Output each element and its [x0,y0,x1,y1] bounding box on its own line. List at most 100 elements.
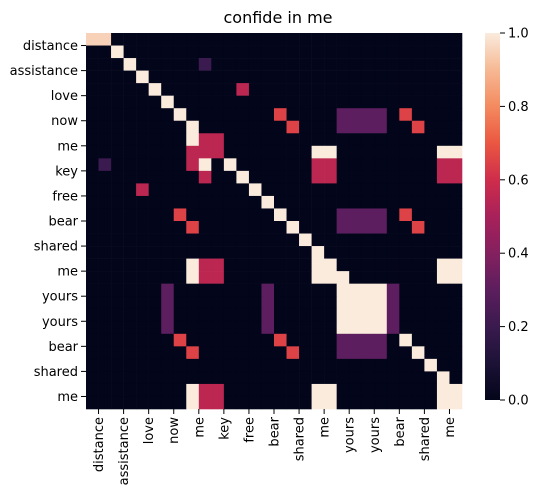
heatmap-cell [123,33,137,46]
heatmap-cell [449,83,463,96]
heatmap-cell [223,170,237,184]
heatmap-cell [286,120,300,134]
heatmap-cell [111,333,124,347]
heatmap-cell [399,70,413,84]
heatmap-cell [186,258,200,272]
heatmap-cell [111,246,124,259]
heatmap-cell [336,33,350,46]
y-tick-label: bear [48,215,78,230]
heatmap-cell [324,33,337,46]
y-tick-label: shared [34,240,78,255]
heatmap-cell [336,95,350,109]
heatmap-cell [98,183,112,197]
heatmap-cell [349,120,363,134]
heatmap-cell [349,133,363,147]
heatmap-cell [336,120,350,134]
heatmap-cell [161,208,175,222]
heatmap-cell [186,158,200,172]
heatmap-cell [98,208,112,222]
heatmap-cell [173,271,187,284]
heatmap-cell [436,271,450,284]
heatmap-cell [399,396,413,410]
heatmap-cell [261,283,275,297]
heatmap-cell [361,145,375,159]
heatmap-cell [311,83,325,96]
heatmap-cell [286,145,300,159]
heatmap-cell [299,258,312,272]
heatmap-cell [386,321,400,335]
heatmap-cell [411,233,425,247]
heatmap-cell [173,258,187,272]
y-tick-label: shared [34,365,78,380]
heatmap-cell [223,108,237,122]
y-tick-label: yours [42,290,78,305]
heatmap-cell [311,120,325,134]
heatmap-cell [211,308,225,322]
colorbar-gradient [485,33,500,400]
heatmap-cell [186,33,200,46]
heatmap-cell [324,283,337,297]
heatmap-cell [261,158,275,172]
heatmap-cell [161,396,175,410]
heatmap-cell [349,195,363,209]
heatmap-cell [374,120,388,134]
heatmap-cell [261,233,275,247]
colorbar-tick-label: 0.4 [508,247,529,262]
heatmap-cell [123,233,137,247]
heatmap-cell [436,83,450,96]
heatmap-cell [98,133,112,147]
heatmap-cell [211,396,225,410]
heatmap-cell [299,183,312,197]
heatmap-cell [299,170,312,184]
heatmap-cell [148,246,162,259]
heatmap-cell [324,133,337,147]
heatmap-cell [274,258,287,272]
heatmap-cell [324,346,337,360]
heatmap-cell [424,95,438,109]
heatmap-cell [299,296,312,310]
heatmap-cell [449,346,463,360]
heatmap-cell [111,296,124,310]
x-tick-label: key [217,417,232,440]
heatmap-cell [98,108,112,122]
heatmap-cell [424,83,438,96]
heatmap-cell [186,283,200,297]
heatmap-cell [449,95,463,109]
heatmap-cell [211,70,225,84]
x-tick-label: me [443,417,458,438]
heatmap-cell [136,183,149,197]
heatmap-cell [111,33,124,46]
heatmap-cell [424,358,438,372]
heatmap-cell [436,346,450,360]
x-tick-label: yours [343,417,358,453]
heatmap-cell [361,170,375,184]
heatmap-cell [436,108,450,122]
heatmap-cell [248,170,262,184]
heatmap-cell [349,58,363,71]
heatmap-cell [148,321,162,335]
heatmap-cell [361,45,375,59]
heatmap-cell [399,221,413,234]
heatmap-cell [411,383,425,397]
heatmap-cell [411,83,425,96]
heatmap-cell [386,283,400,297]
heatmap-cell [98,221,112,234]
heatmap-cell [299,83,312,96]
heatmap-cell [449,145,463,159]
heatmap-cell [361,246,375,259]
heatmap-cell [223,246,237,259]
heatmap-cell [311,296,325,310]
heatmap-cell [111,158,124,172]
heatmap-cell [261,208,275,222]
heatmap-cell [248,70,262,84]
heatmap-cell [148,95,162,109]
heatmap-cell [311,258,325,272]
heatmap-cell [161,195,175,209]
heatmap-cell [274,58,287,71]
heatmap-cell [123,95,137,109]
heatmap-cell [286,333,300,347]
heatmap-cell [399,383,413,397]
heatmap-cell [311,70,325,84]
heatmap-cell [123,371,137,385]
heatmap-cell [148,371,162,385]
